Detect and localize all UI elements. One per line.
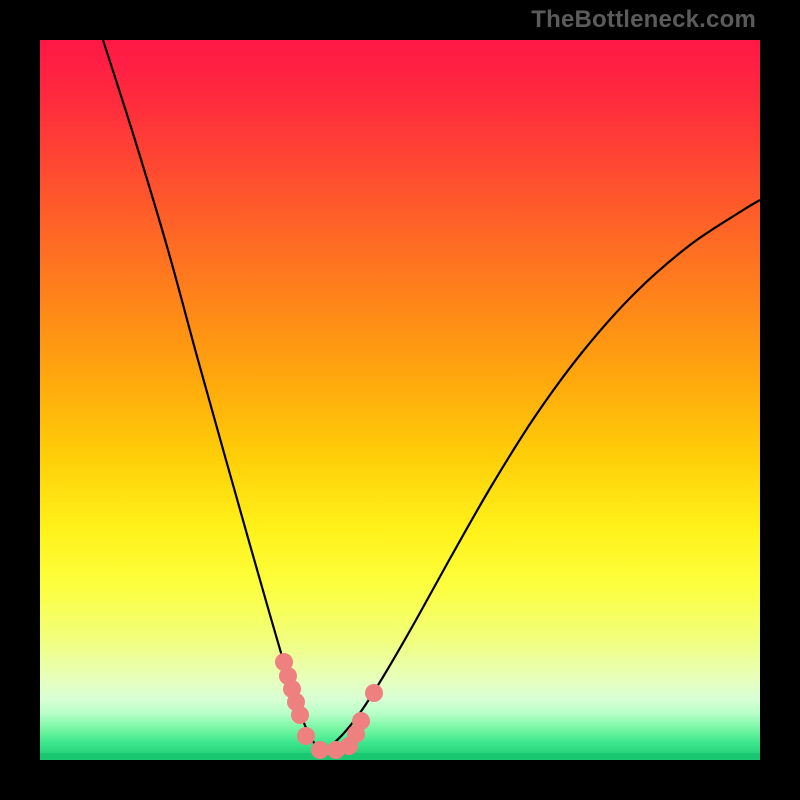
gradient-background <box>40 40 760 760</box>
data-point <box>352 712 370 730</box>
data-point <box>291 706 309 724</box>
chart-frame: TheBottleneck.com <box>0 0 800 800</box>
data-point <box>311 741 329 759</box>
bottleneck-chart <box>40 40 760 760</box>
green-baseline <box>40 753 760 759</box>
data-point <box>365 684 383 702</box>
data-point <box>297 727 315 745</box>
plot-area <box>40 40 760 760</box>
watermark-text: TheBottleneck.com <box>531 6 756 34</box>
